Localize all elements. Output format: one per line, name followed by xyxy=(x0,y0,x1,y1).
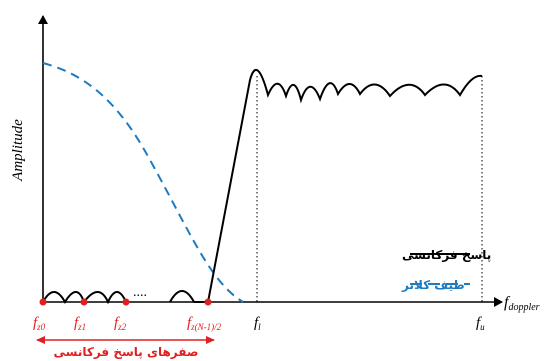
x-axis-label: fdoppler xyxy=(504,294,540,313)
zero-point-0 xyxy=(39,298,47,306)
zeros-ellipsis: .... xyxy=(133,285,147,300)
zero-label-2: fz2 xyxy=(114,315,127,332)
y-axis-label: Amplitude xyxy=(10,119,26,182)
frequency-response-curve xyxy=(42,68,483,305)
zeros-caption: صفرهای پاسخ فرکانسی xyxy=(53,345,198,359)
zero-point-2 xyxy=(122,298,130,306)
zero-label-1: fz1 xyxy=(74,315,86,332)
zero-point-1 xyxy=(80,298,88,306)
zero-label-0: fz0 xyxy=(33,315,46,332)
clutter-spectrum-curve xyxy=(42,62,244,303)
lower-band-label: fl xyxy=(254,315,261,332)
zero-point-last xyxy=(204,298,212,306)
upper-band-label: fu xyxy=(476,315,485,332)
zero-label-last: fz(N-1)/2 xyxy=(187,315,222,332)
